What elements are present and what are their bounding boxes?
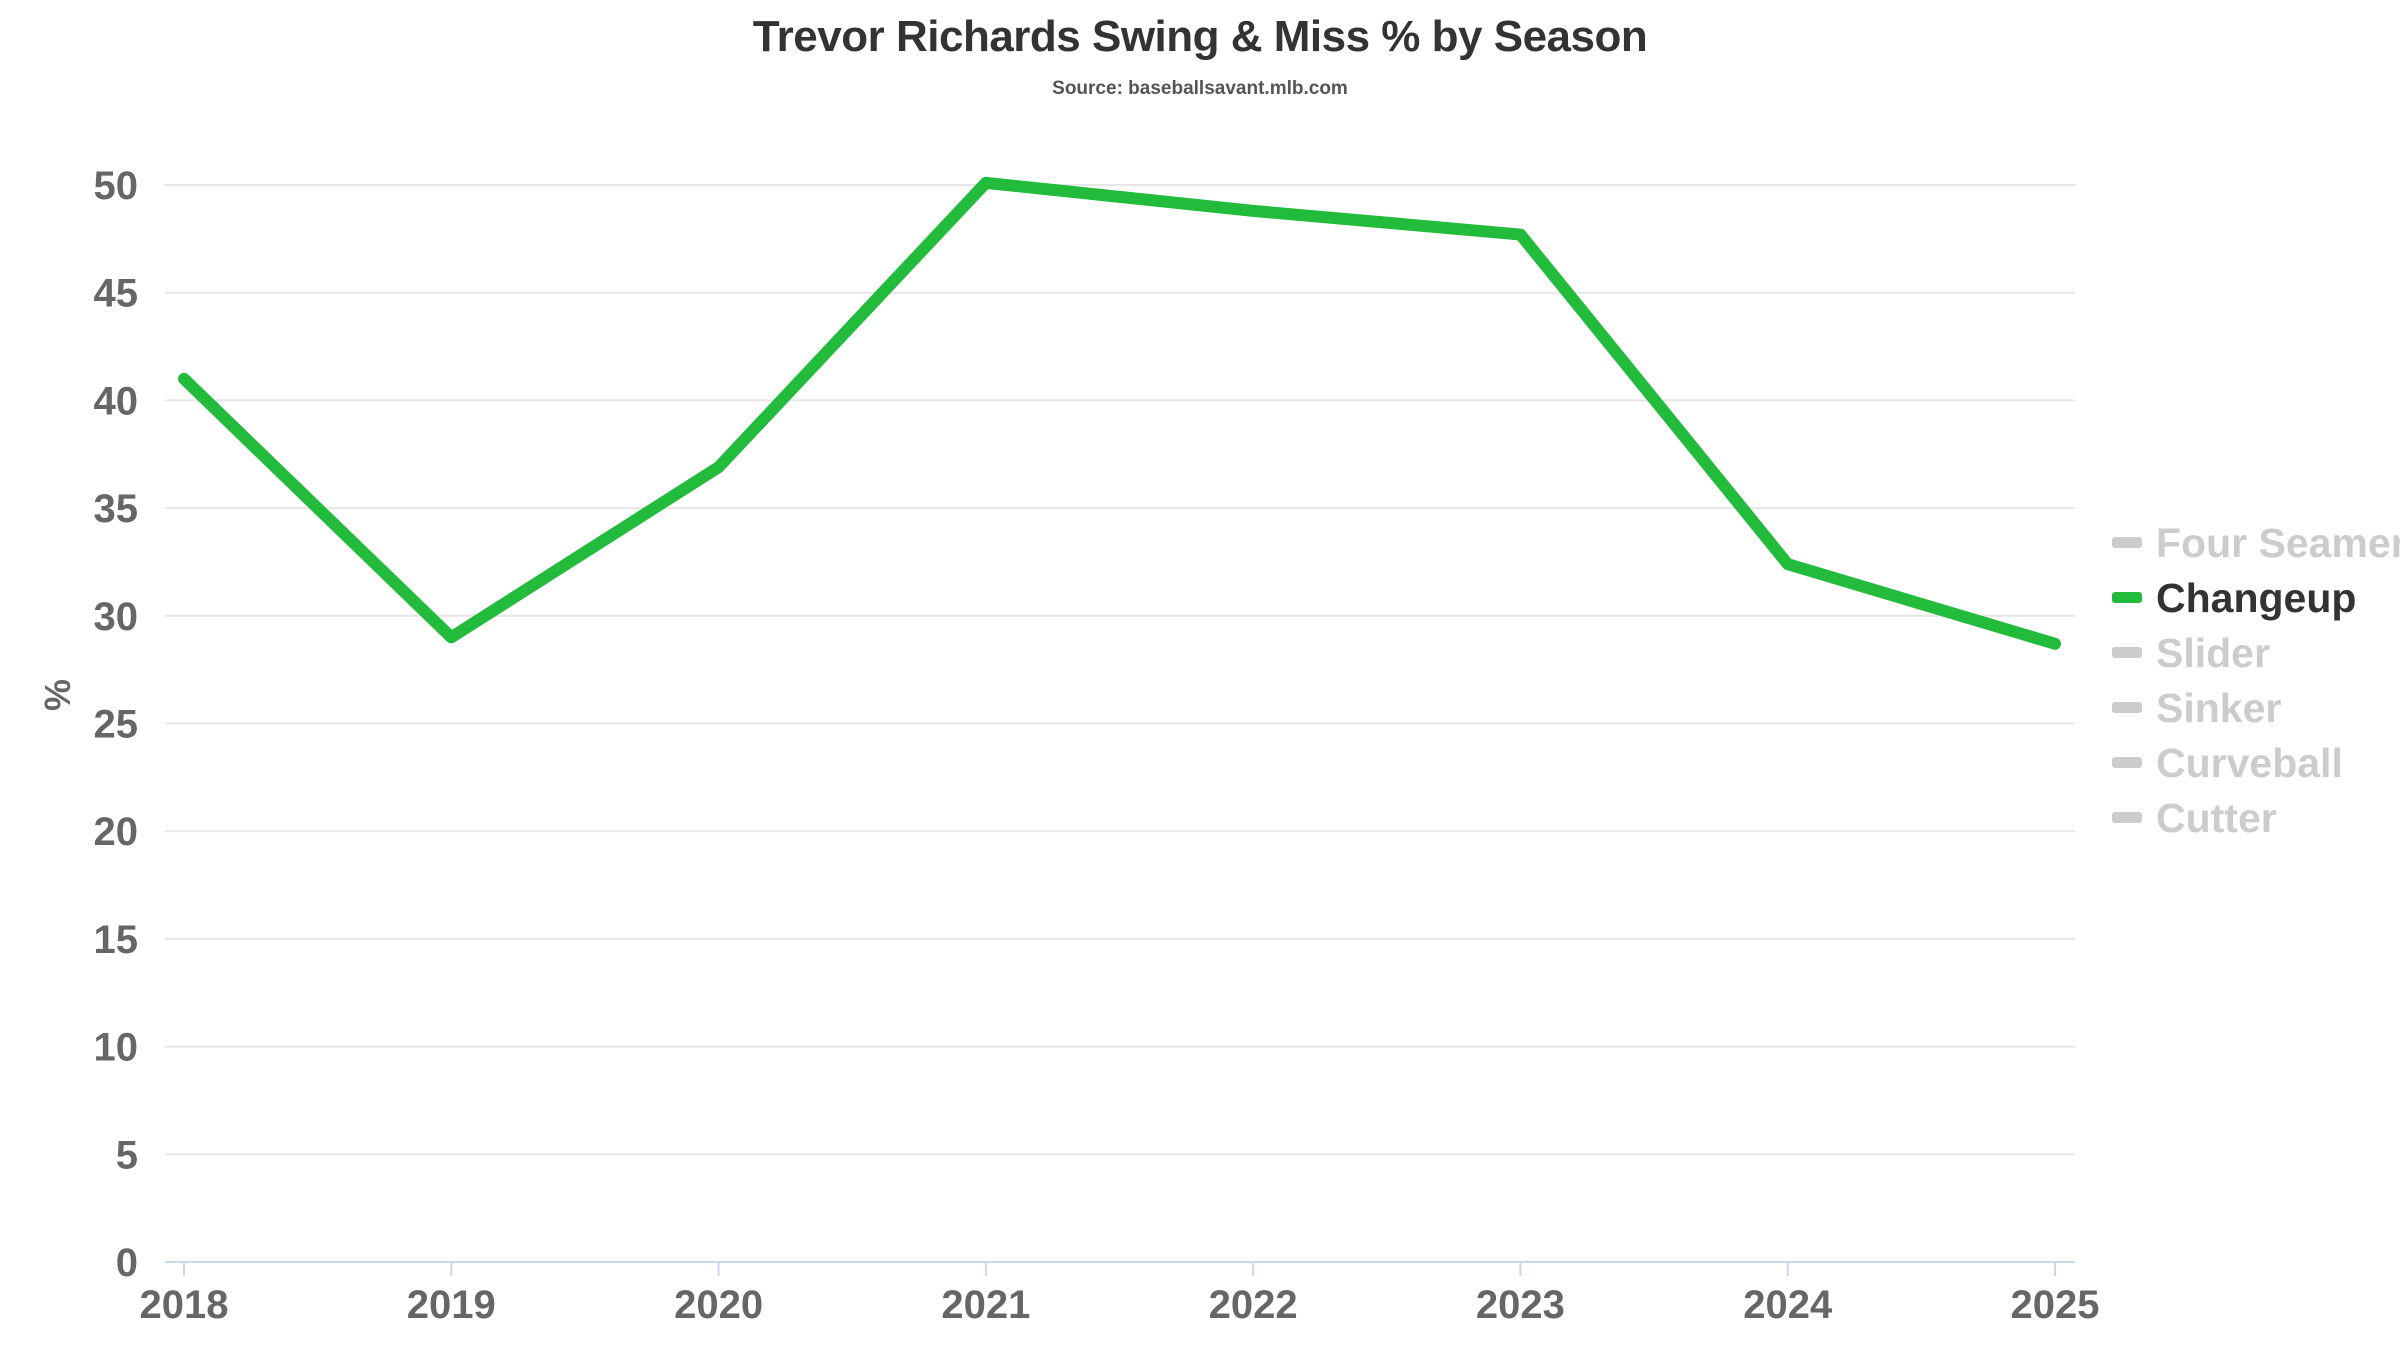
data-point [716, 465, 721, 470]
x-tick-label: 2025 [2011, 1283, 2100, 1327]
legend-swatch-curveball [2112, 757, 2142, 768]
data-point [1251, 208, 1256, 213]
x-tick-label: 2023 [1476, 1283, 1565, 1327]
x-tick-label: 2019 [407, 1283, 496, 1327]
y-tick-label: 30 [94, 595, 139, 639]
legend-item-changeup[interactable]: Changeup [2156, 575, 2356, 621]
legend-swatch-sinker [2112, 702, 2142, 713]
legend-item-slider[interactable]: Slider [2156, 630, 2270, 676]
x-tick-label: 2022 [1209, 1283, 1298, 1327]
legend-item-sinker[interactable]: Sinker [2156, 685, 2281, 731]
data-point [182, 376, 186, 381]
data-point [1518, 232, 1523, 237]
chart-title: Trevor Richards Swing & Miss % by Season [752, 12, 1648, 61]
y-tick-label: 50 [94, 164, 139, 208]
data-point [1785, 562, 1790, 567]
legend-item-four-seamer[interactable]: Four Seamer [2156, 520, 2400, 566]
y-axis-title: % [37, 679, 78, 711]
x-tick-label: 2021 [941, 1283, 1030, 1327]
y-tick-label: 15 [94, 918, 139, 962]
y-tick-label: 40 [94, 379, 139, 423]
x-tick-label: 2024 [1743, 1283, 1833, 1327]
y-tick-label: 5 [116, 1133, 138, 1177]
legend-swatch-cutter [2112, 812, 2142, 823]
data-point [2053, 641, 2057, 646]
legend-swatch-changeup [2112, 592, 2142, 603]
legend-item-curveball[interactable]: Curveball [2156, 740, 2343, 786]
y-tick-label: 20 [94, 810, 139, 854]
x-tick-label: 2018 [140, 1283, 229, 1327]
legend-swatch-four-seamer [2112, 537, 2142, 548]
y-tick-label: 45 [94, 272, 139, 316]
x-tick-label: 2020 [674, 1283, 763, 1327]
series-line-changeup [178, 176, 2061, 650]
y-tick-label: 35 [94, 487, 139, 531]
y-tick-label: 25 [94, 703, 139, 747]
data-point [449, 635, 454, 640]
legend-item-cutter[interactable]: Cutter [2156, 795, 2277, 841]
data-point [983, 180, 988, 185]
legend-swatch-slider [2112, 647, 2142, 658]
chart-subtitle: Source: baseballsavant.mlb.com [1052, 78, 1348, 99]
y-tick-label: 0 [116, 1241, 138, 1285]
y-tick-label: 10 [94, 1026, 139, 1070]
